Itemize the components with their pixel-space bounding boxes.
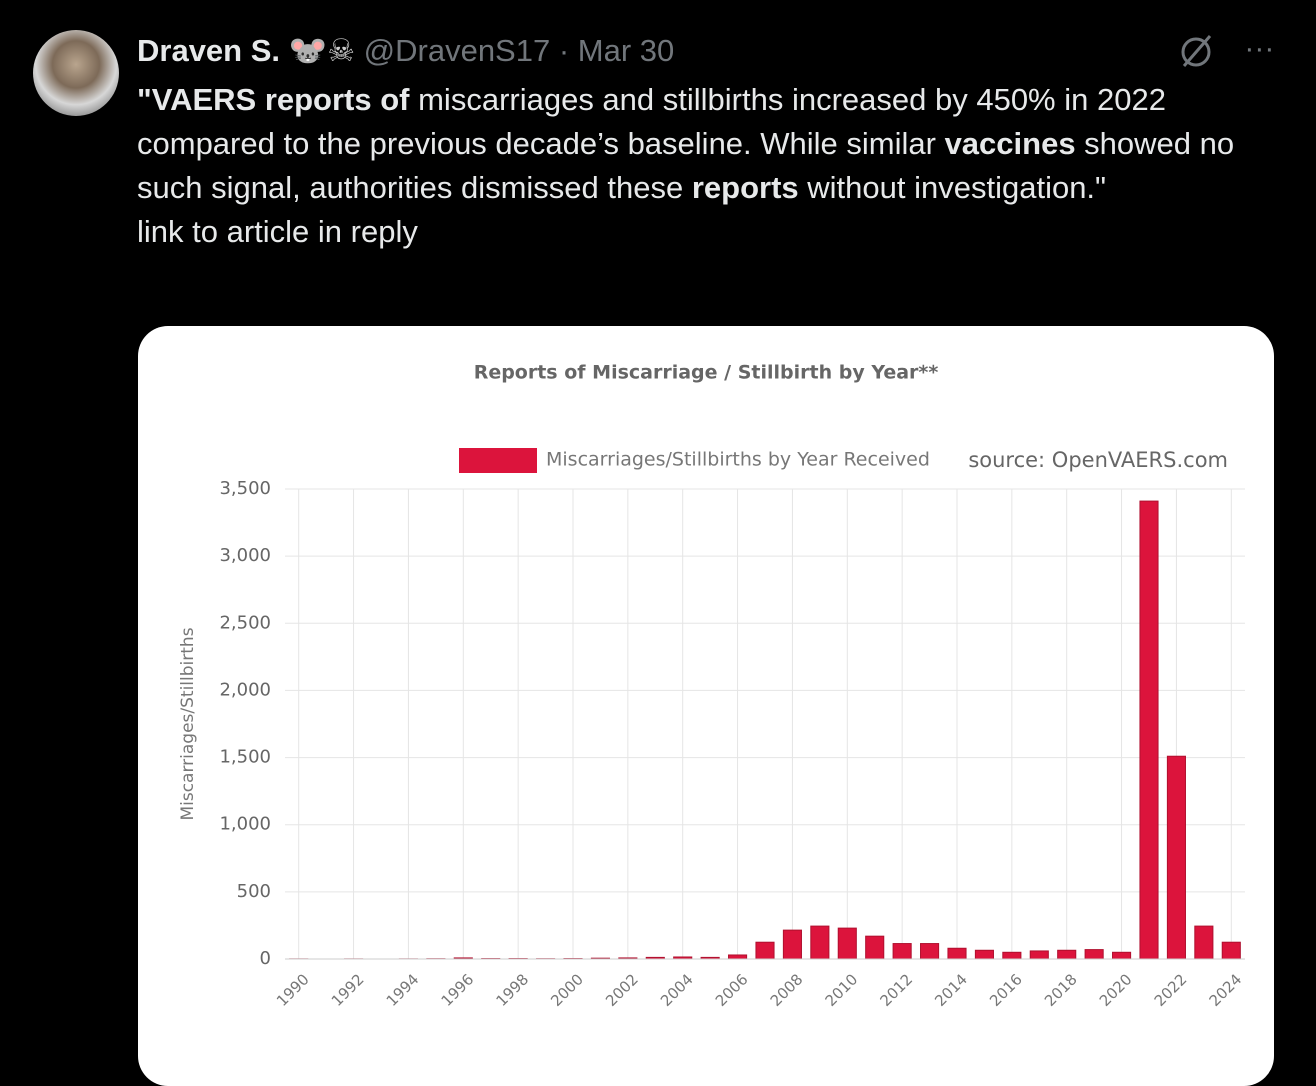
y-tick-label: 1,000 [219, 814, 271, 835]
y-tick-label: 500 [237, 881, 271, 902]
bar [1195, 926, 1213, 959]
avatar[interactable] [33, 30, 119, 116]
x-tick-label: 1992 [328, 970, 368, 1010]
x-tick-label: 2006 [712, 970, 752, 1010]
bar [893, 944, 911, 959]
x-tick-label: 2018 [1041, 970, 1081, 1010]
bar [756, 942, 774, 959]
legend-swatch [459, 448, 537, 473]
bar [1140, 501, 1158, 959]
bar [838, 928, 856, 959]
media-card[interactable]: Reports of Miscarriage / Stillbirth by Y… [138, 326, 1274, 1086]
x-tick-label: 2004 [657, 970, 697, 1010]
bar [948, 948, 966, 959]
bar [1030, 951, 1048, 959]
x-tick-label: 1994 [383, 970, 423, 1010]
bar [921, 944, 939, 959]
y-tick-label: 1,500 [219, 747, 271, 768]
legend-label: Miscarriages/Stillbirths by Year Receive… [546, 449, 930, 471]
x-tick-label: 1996 [438, 970, 478, 1010]
icons: ··· [1178, 30, 1274, 70]
bar [975, 950, 993, 959]
bar [1167, 756, 1185, 959]
bar [1113, 952, 1131, 959]
handle[interactable]: @DravenS17 [364, 33, 551, 68]
more-button[interactable]: ··· [1244, 32, 1274, 65]
grok-icon[interactable] [1178, 30, 1218, 70]
x-tick-label: 2000 [547, 970, 587, 1010]
x-tick-label: 1998 [492, 970, 532, 1010]
bar [1085, 950, 1103, 959]
chart: Reports of Miscarriage / Stillbirth by Y… [138, 326, 1274, 1086]
y-tick-label: 2,000 [219, 679, 271, 700]
source: source: OpenVAERS.com [968, 448, 1228, 472]
author-name[interactable]: Draven S. [137, 33, 280, 68]
y-axis-label: Miscarriages/Stillbirths [178, 627, 198, 820]
note: link to article in reply [137, 214, 418, 249]
page: Draven S. 🐭☠ @DravenS17 · Mar 30 ··· "VA… [0, 0, 1316, 1052]
chart-title: Reports of Miscarriage / Stillbirth by Y… [474, 362, 939, 384]
date[interactable]: · Mar 30 [559, 33, 674, 68]
x-tick-label: 2016 [986, 970, 1026, 1010]
x-tick-label: 2002 [602, 970, 642, 1010]
bar [811, 926, 829, 959]
text-segment: "VAERS reports of [137, 82, 410, 117]
x-tick-label: 1990 [273, 970, 313, 1010]
tweet-text: "VAERS reports of miscarriages and still… [137, 78, 1272, 254]
bar [783, 930, 801, 959]
text-segment: reports [692, 170, 799, 205]
x-tick-label: 2012 [876, 970, 916, 1010]
x-tick-label: 2022 [1151, 970, 1191, 1010]
bar [729, 955, 747, 959]
x-tick-label: 2008 [767, 970, 807, 1010]
y-tick-label: 3,000 [219, 545, 271, 566]
bar [1003, 952, 1021, 959]
bar [1222, 942, 1240, 959]
text-segment: vaccines [945, 126, 1076, 161]
bar [1058, 950, 1076, 959]
emoji: 🐭☠ [289, 33, 355, 68]
y-tick-label: 2,500 [219, 612, 271, 633]
y-tick-label: 3,500 [219, 478, 271, 499]
tweet-header: Draven S. 🐭☠ @DravenS17 · Mar 30 [137, 32, 674, 69]
x-tick-label: 2020 [1096, 970, 1136, 1010]
x-tick-label: 2024 [1206, 970, 1246, 1010]
x-tick-label: 2014 [931, 970, 971, 1010]
y-tick-label: 0 [260, 948, 271, 969]
x-tick-label: 2010 [822, 970, 862, 1010]
text-segment: without investigation." [799, 170, 1106, 205]
bar [866, 936, 884, 959]
